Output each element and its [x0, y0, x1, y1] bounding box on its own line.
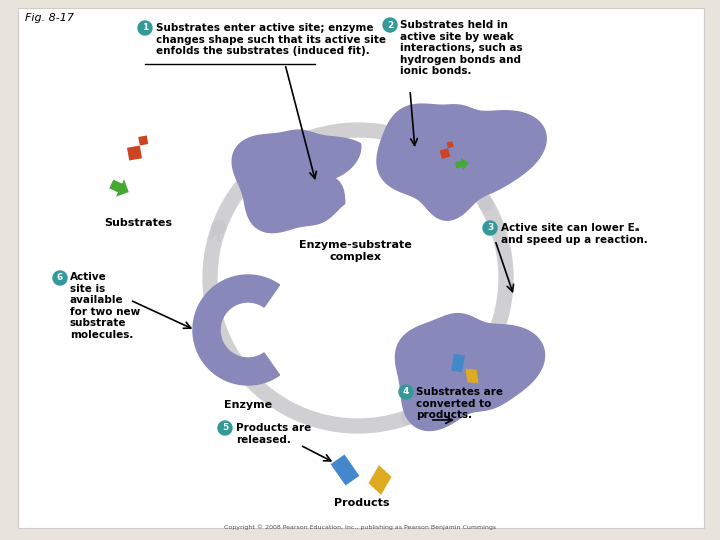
Polygon shape — [232, 130, 361, 233]
Text: Copyright © 2008 Pearson Education, Inc., publishing as Pearson Benjamin Cumming: Copyright © 2008 Pearson Education, Inc.… — [224, 524, 496, 530]
Text: Substrates enter active site; enzyme
changes shape such that its active site
enf: Substrates enter active site; enzyme cha… — [156, 23, 386, 56]
Polygon shape — [109, 179, 129, 197]
Text: 5: 5 — [222, 423, 228, 433]
Text: Enzyme-substrate
complex: Enzyme-substrate complex — [299, 240, 411, 261]
Polygon shape — [127, 136, 148, 160]
Text: 4: 4 — [402, 388, 409, 396]
Text: Enzyme: Enzyme — [224, 400, 272, 410]
Text: Active site can lower Eₐ
and speed up a reaction.: Active site can lower Eₐ and speed up a … — [501, 223, 648, 245]
Text: 3: 3 — [487, 224, 493, 233]
Text: 6: 6 — [57, 273, 63, 282]
Circle shape — [138, 21, 152, 35]
Polygon shape — [440, 141, 454, 159]
Circle shape — [53, 271, 67, 285]
Polygon shape — [455, 158, 468, 170]
Circle shape — [383, 18, 397, 32]
Polygon shape — [369, 465, 392, 495]
Text: Substrates: Substrates — [104, 218, 172, 228]
Text: 1: 1 — [142, 24, 148, 32]
Text: Fig. 8-17: Fig. 8-17 — [25, 13, 74, 23]
Circle shape — [218, 421, 232, 435]
Circle shape — [399, 385, 413, 399]
Polygon shape — [395, 314, 544, 430]
Polygon shape — [377, 104, 546, 220]
Polygon shape — [330, 455, 359, 485]
Circle shape — [483, 221, 497, 235]
Polygon shape — [451, 354, 465, 373]
Polygon shape — [193, 275, 279, 385]
Text: Substrates held in
active site by weak
interactions, such as
hydrogen bonds and
: Substrates held in active site by weak i… — [400, 20, 523, 76]
Text: Active
site is
available
for two new
substrate
molecules.: Active site is available for two new sub… — [70, 272, 140, 340]
Polygon shape — [466, 369, 478, 383]
Text: Products: Products — [334, 498, 390, 508]
Text: Substrates are
converted to
products.: Substrates are converted to products. — [416, 387, 503, 420]
Text: Products are
released.: Products are released. — [236, 423, 311, 444]
Text: 2: 2 — [387, 21, 393, 30]
